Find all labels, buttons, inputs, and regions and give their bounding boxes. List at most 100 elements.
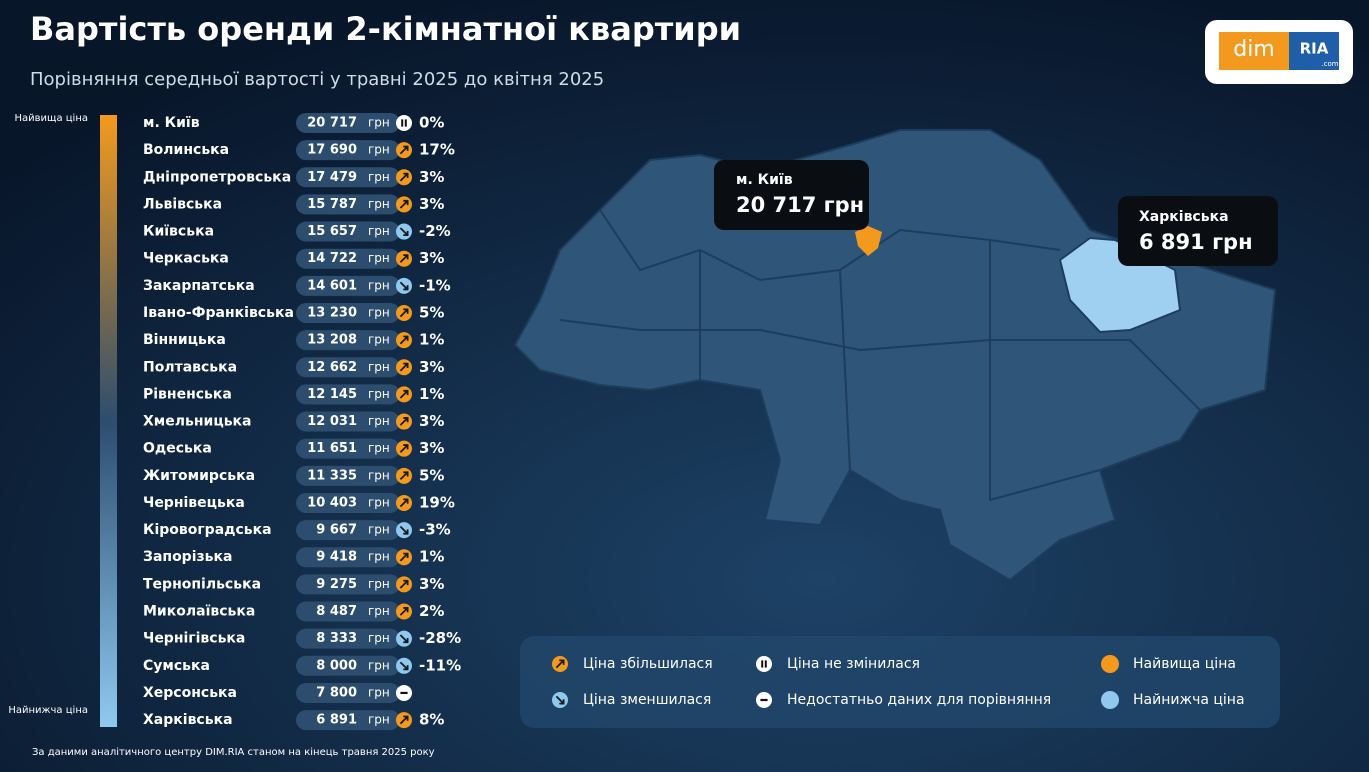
price-pill: [296, 601, 400, 622]
price-pill: [296, 275, 400, 296]
change: 8%: [419, 711, 444, 729]
change: 2%: [419, 602, 444, 620]
price-pill: [296, 357, 400, 378]
price: 8 487: [316, 604, 357, 619]
price: 17 479: [307, 170, 357, 185]
unit: грн: [368, 251, 390, 265]
arrow: [555, 695, 565, 705]
price-pill: [296, 221, 400, 242]
change: 3%: [419, 412, 444, 430]
unit: грн: [368, 604, 390, 618]
arrow: [399, 634, 409, 644]
unit: грн: [368, 685, 390, 699]
arrow: [399, 444, 409, 453]
callout-price: 20 717 грн: [736, 193, 864, 217]
logo-dim-bg: [1219, 32, 1289, 70]
price: 12 031: [307, 414, 357, 429]
change: -2%: [419, 222, 451, 240]
arrow: [399, 471, 409, 481]
region-name: Полтавська: [143, 359, 237, 375]
price: 14 722: [307, 251, 357, 266]
scale-bottom: Найнижча ціна: [8, 704, 88, 716]
callout-name: м. Київ: [736, 172, 793, 188]
callouts: м. Київ 20 717 грн Харківська 6 891 грн: [714, 160, 1278, 266]
arrow: [399, 254, 409, 263]
legend-label: Недостатньо даних для порівняння: [787, 692, 1051, 708]
arrow: [555, 659, 565, 669]
title: Вартість оренди 2-кімнатної квартири: [30, 10, 741, 48]
change: 1%: [419, 548, 444, 566]
price-pill: [296, 574, 400, 595]
icon: [1101, 655, 1119, 673]
price: 9 275: [316, 577, 357, 592]
border: [989, 240, 1101, 502]
price: 15 787: [307, 197, 357, 212]
unit: грн: [368, 577, 390, 591]
arrow: [399, 417, 409, 426]
price: 15 657: [307, 224, 357, 239]
price-pill: [296, 520, 400, 541]
unit: грн: [368, 414, 390, 428]
change: 1%: [419, 385, 444, 403]
logo-dim: dim: [1233, 37, 1275, 62]
legend-label: Найнижча ціна: [1133, 692, 1245, 708]
arrow: [399, 335, 409, 345]
callout-price: 6 891 грн: [1139, 230, 1253, 254]
price-pill: [296, 113, 400, 133]
legend-box: [520, 636, 1280, 728]
logo: dim RIA .com: [1205, 20, 1353, 84]
region-name: Київська: [143, 224, 214, 240]
region-name: Житомирська: [143, 468, 255, 484]
kyiv-city: [855, 226, 882, 256]
region-name: Івано-Франківська: [143, 305, 294, 321]
price: 7 800: [316, 685, 357, 700]
region-name: Хмельницька: [143, 414, 252, 430]
unit: грн: [368, 495, 390, 509]
region-name: Чернігівська: [143, 631, 245, 647]
price: 11 335: [307, 468, 357, 483]
price-pill: [296, 384, 400, 405]
scale-top: Найвища ціна: [14, 112, 88, 124]
callout-name: Харківська: [1139, 209, 1229, 225]
pause: [401, 119, 407, 127]
change: 3%: [419, 575, 444, 593]
price-pill: [296, 682, 400, 703]
change: 5%: [419, 466, 444, 484]
price-pill: [296, 492, 400, 513]
arrow: [399, 281, 409, 291]
logo-ria: RIA: [1300, 40, 1329, 58]
region-name: Запорізька: [143, 549, 232, 565]
footer: За даними аналітичного центру DIM.RIA ст…: [32, 746, 435, 758]
region-name: м. Київ: [143, 115, 200, 131]
change: 1%: [419, 331, 444, 349]
change: 3%: [419, 439, 444, 457]
unit: грн: [368, 387, 390, 401]
legend-label: Ціна зменшилася: [583, 692, 711, 708]
subtitle: Порівняння середньої вартості у травні 2…: [30, 69, 604, 90]
legend-label: Ціна не змінилася: [787, 656, 920, 672]
price: 6 891: [316, 713, 357, 728]
region-name: Харківська: [143, 712, 233, 728]
price: 8 333: [316, 631, 357, 646]
unit: грн: [368, 278, 390, 292]
price: 9 418: [316, 550, 357, 565]
unit: грн: [368, 305, 390, 319]
icon: [396, 115, 412, 131]
unit: грн: [368, 197, 390, 211]
price: 11 651: [307, 441, 357, 456]
price-pill: [296, 628, 400, 649]
price: 14 601: [307, 278, 357, 293]
unit: грн: [368, 713, 390, 727]
change: 3%: [419, 195, 444, 213]
unit: грн: [368, 360, 390, 374]
unit: грн: [368, 170, 390, 184]
price: 17 690: [307, 143, 357, 158]
arrow: [399, 579, 409, 589]
region-name: Закарпатська: [143, 278, 255, 294]
region-name: Черкаська: [143, 251, 229, 267]
unit: грн: [368, 658, 390, 672]
price: 10 403: [307, 495, 357, 510]
unit: грн: [368, 333, 390, 347]
arrow: [399, 227, 409, 237]
change: 0%: [419, 114, 444, 132]
